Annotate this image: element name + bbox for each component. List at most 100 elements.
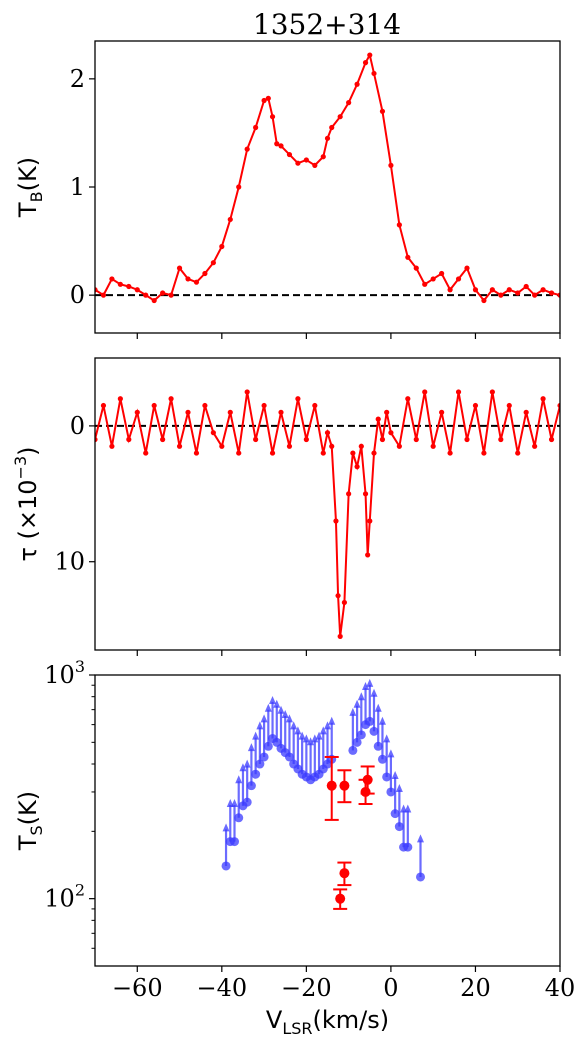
data-point [354,464,360,470]
lower-limit-point [394,822,404,832]
limit-arrow-head [391,771,399,780]
data-point [523,409,529,415]
y-tick-label: 10 [54,548,85,576]
data-point [324,430,331,436]
lower-limit-point [386,787,396,797]
limit-arrow-head [239,763,247,772]
data-point [371,450,377,456]
data-point [455,276,462,282]
series-line [95,52,560,303]
lower-limit-point [246,781,256,791]
data-point [265,95,271,101]
data-point [236,184,242,190]
data-point [379,108,386,114]
data-point [350,450,356,456]
data-point [202,402,208,409]
axes-frame [94,357,561,651]
lower-limit-point [251,769,261,779]
limit-arrow-head [264,703,272,712]
limit-arrow-head [298,731,306,740]
data-point [413,265,419,271]
data-point [341,599,348,606]
data-point [329,443,335,449]
lower-limit-point [284,752,294,762]
data-point [202,270,208,277]
data-point [185,276,191,282]
data-point [439,409,445,415]
data-point [329,124,335,131]
data-point [320,450,326,456]
data-point [430,443,436,449]
data-point [362,60,369,66]
detection-point [339,868,350,879]
data-point [413,436,419,443]
limit-arrow-head [311,734,319,743]
figure-title: 1352+314 [253,8,401,41]
data-point [523,283,529,290]
data-point [176,265,183,271]
panel-spin-temperature: −60 −40 −20 0 20 40 102 103 TS(K) VLSR(km/s) [14,657,575,1038]
data-point [335,593,341,599]
lower-limit-point [416,872,425,882]
data-point [143,450,149,456]
lower-limit-point [356,730,366,740]
data-point [253,436,259,443]
data-point [367,52,373,58]
data-point [219,243,225,250]
data-point [506,287,512,293]
data-point [481,297,487,304]
data-point [193,279,200,285]
limit-arrow-head [315,731,323,740]
data-point [430,276,436,282]
lower-limit-point [403,842,413,852]
limit-arrow-head [366,678,374,687]
data-point [464,436,470,443]
data-point [498,436,504,443]
limit-arrow-head [290,721,298,730]
limit-arrow-head [231,799,238,808]
lower-limit-point [373,741,383,751]
data-point [379,436,386,443]
data-point [405,254,411,260]
data-point [168,292,174,298]
data-point [160,290,166,296]
data-point [100,402,107,409]
lower-limit-point [369,726,379,736]
data-point [151,402,157,409]
data-point [388,162,394,168]
data-point [455,389,462,395]
lower-limit-point [263,741,273,751]
data-point [320,154,326,160]
y-tick-label: 2 [70,65,85,93]
data-point [472,287,479,293]
data-point [109,443,115,449]
axes-frame [94,674,561,967]
limit-arrow-head [235,775,243,784]
x-tick-label: −20 [281,974,332,1002]
data-point [244,146,250,152]
limit-arrow-head [302,734,310,743]
data-point [143,292,149,298]
data-point [312,402,318,409]
y-axis-label: TB(K) [14,157,46,218]
y-tick-label: 0 [70,412,85,440]
data-point [303,157,309,163]
data-point [540,396,546,402]
data-point [286,443,293,449]
plot-area [95,52,560,304]
lower-limit-point [352,737,362,747]
data-point [151,297,157,304]
data-point [384,409,390,415]
data-point [274,141,280,147]
limit-arrow-head [307,737,315,746]
data-point [464,265,470,271]
detection-point [339,780,350,791]
limit-arrow-head [383,734,391,743]
data-point [100,292,107,298]
data-point [447,450,453,456]
data-point [367,518,373,524]
data-point [371,70,377,77]
data-point [447,287,453,293]
limit-arrow-head [374,703,382,712]
